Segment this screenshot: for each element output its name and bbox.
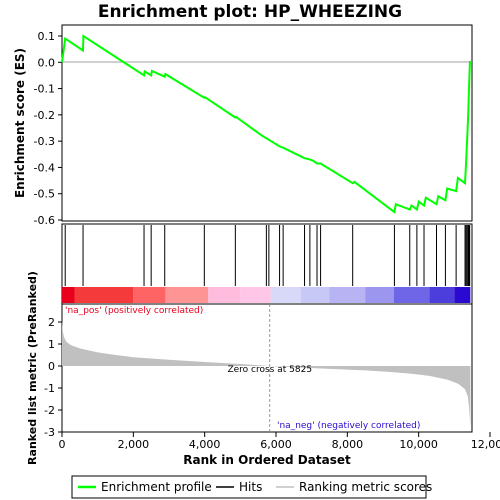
legend-box — [71, 475, 427, 499]
enrichment-profile-line — [61, 34, 471, 214]
x-ticks: 0 2,000 4,000 6,000 8,000 10,000 12,000 — [59, 432, 500, 451]
color-bar-segment — [208, 287, 241, 303]
rank-color-bar — [62, 287, 471, 303]
x-tick-label: 0 — [59, 438, 66, 451]
es-y-axis-label: Enrichment score (ES) — [13, 48, 27, 198]
x-tick-label: 6,000 — [260, 438, 292, 451]
x-axis-label: Rank in Ordered Dataset — [183, 453, 351, 467]
color-bar-segment — [133, 287, 166, 303]
color-bar-segment — [454, 287, 471, 303]
metric-y-tick-label: -3 — [44, 426, 55, 439]
color-bar-segment — [165, 287, 209, 303]
chart-title: Enrichment plot: HP_WHEEZING — [98, 2, 402, 22]
es-y-tick-label: -0.4 — [34, 161, 55, 174]
x-tick-label: 8,000 — [332, 438, 364, 451]
color-bar-segment — [329, 287, 366, 303]
color-bar-segment — [74, 287, 134, 303]
legend-label: Ranking metric scores — [299, 480, 432, 494]
x-tick-label: 4,000 — [189, 438, 221, 451]
legend: Enrichment profile Hits Ranking metric sco… — [78, 480, 432, 494]
color-bar-segment — [62, 287, 75, 303]
x-tick-label: 2,000 — [118, 438, 150, 451]
color-bar-segment — [429, 287, 455, 303]
metric-y-axis-label: Ranked list metric (PreRanked) — [26, 271, 39, 465]
color-bar-segment — [393, 287, 430, 303]
es-y-tick-label: -0.3 — [34, 135, 55, 148]
metric-y-tick-label: 1 — [48, 338, 55, 351]
metric-y-tick-label: 2 — [48, 316, 55, 329]
es-y-tick-label: 0.0 — [38, 56, 56, 69]
es-y-tick-label: -0.6 — [34, 214, 55, 227]
color-bar-segment — [300, 287, 330, 303]
hits-group — [64, 225, 471, 286]
es-y-tick-label: -0.1 — [34, 83, 55, 96]
legend-label: Enrichment profile — [101, 480, 212, 494]
metric-y-tick-label: -2 — [44, 404, 55, 417]
es-y-tick-label: -0.2 — [34, 109, 55, 122]
color-bar-segment — [240, 287, 271, 303]
metric-y-tick-label: 0 — [48, 360, 55, 373]
es-y-ticks: 0.1 0.0 -0.1 -0.2 -0.3 -0.4 -0.5 -0.6 — [34, 30, 62, 227]
es-y-tick-label: 0.1 — [38, 30, 56, 43]
metric-y-tick-label: -1 — [44, 382, 55, 395]
es-line-group — [61, 34, 471, 214]
negative-correlation-label: 'na_neg' (negatively correlated) — [277, 421, 420, 431]
es-panel — [61, 24, 473, 222]
legend-label: Hits — [239, 480, 262, 494]
positive-correlation-label: 'na_pos' (positively correlated) — [65, 306, 203, 316]
color-bar-segment — [365, 287, 394, 303]
x-tick-label: 10,000 — [399, 438, 438, 451]
x-tick-label: 12,000 — [471, 438, 500, 451]
metric-y-ticks: 2 1 0 -1 -2 -3 — [44, 316, 62, 439]
zero-cross-label: Zero cross at 5825 — [227, 365, 312, 375]
color-bar-segment — [270, 287, 301, 303]
es-y-tick-label: -0.5 — [34, 188, 55, 201]
